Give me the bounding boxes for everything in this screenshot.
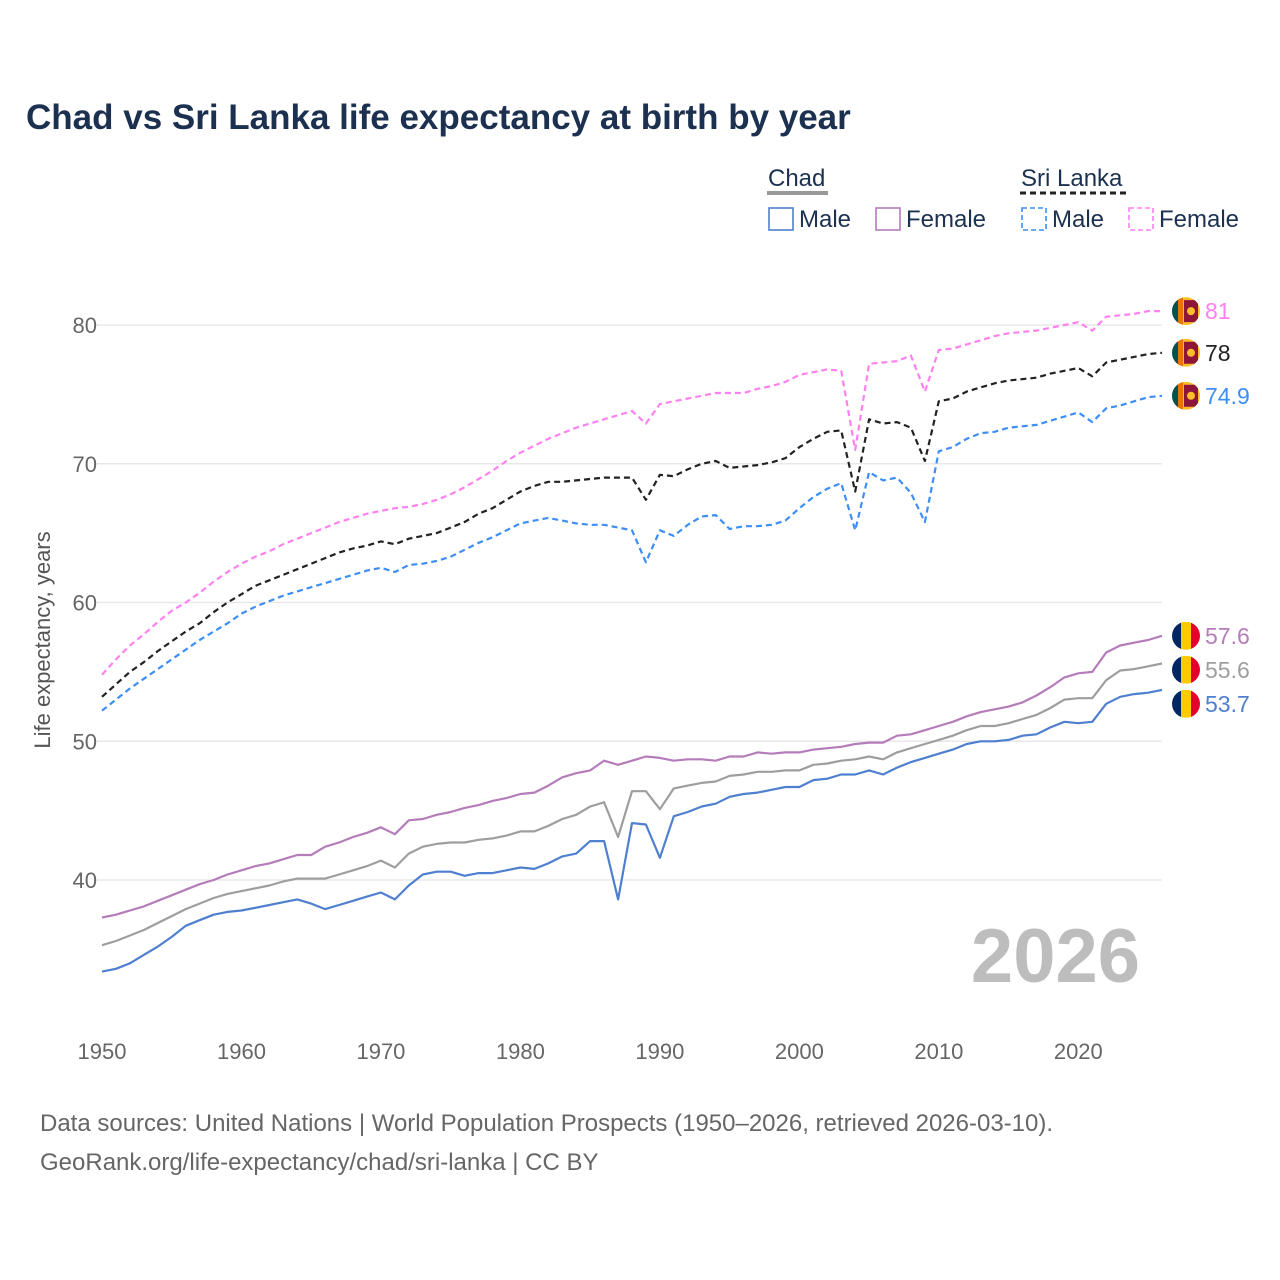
x-tick-label: 1990: [635, 1039, 684, 1064]
legend-sri-lanka-male[interactable]: Male: [1052, 206, 1104, 233]
legend-group-chad: Chad: [768, 165, 825, 192]
legend-sri-lanka-female[interactable]: Female: [1159, 206, 1239, 233]
series-line-sri-lanka-female: [101, 310, 1162, 676]
chart-title: Chad vs Sri Lanka life expectancy at bir…: [26, 98, 851, 137]
legend-group-sri-lanka: Sri Lanka: [1021, 165, 1123, 192]
y-axis-label: Life expectancy, years: [30, 531, 55, 748]
flag-icon-chad: [1172, 655, 1200, 684]
y-ticks: 40 50 60 70 80: [73, 313, 97, 893]
x-tick-label: 1960: [217, 1039, 266, 1064]
gridlines: [96, 324, 1162, 881]
footer-link[interactable]: GeoRank.org/life-expectancy/chad/sri-lan…: [40, 1149, 598, 1176]
end-label: 78: [1205, 340, 1231, 366]
year-watermark: 2026: [971, 914, 1140, 999]
series-line-sri-lanka-male: [101, 394, 1163, 712]
y-tick-label: 70: [73, 452, 97, 477]
legend-chad-female[interactable]: Female: [906, 206, 986, 233]
x-tick-label: 1950: [78, 1039, 127, 1064]
x-tick-label: 2000: [775, 1039, 824, 1064]
flag-icon-sri-lanka: [1172, 338, 1200, 367]
flag-icon-chad: [1172, 621, 1200, 650]
y-tick-label: 40: [73, 868, 97, 893]
y-tick-label: 50: [73, 729, 97, 754]
legend-sri-lanka-female-swatch: [1128, 207, 1154, 231]
end-label: 74.9: [1205, 383, 1250, 409]
end-label: 53.7: [1205, 691, 1250, 717]
end-label: 55.6: [1205, 657, 1250, 683]
x-tick-label: 2020: [1054, 1039, 1103, 1064]
y-tick-label: 80: [73, 313, 97, 338]
x-tick-label: 1980: [496, 1039, 545, 1064]
legend-chad-male[interactable]: Male: [799, 206, 851, 233]
x-tick-label: 1970: [356, 1039, 405, 1064]
series-line-chad-female: [101, 634, 1163, 919]
end-labels: 81 78 74.9 57.6 55.6 53.7: [1172, 297, 1250, 718]
legend: Chad Male Female Sri Lanka Male Female: [767, 165, 1239, 233]
x-tick-label: 2010: [914, 1039, 963, 1064]
y-tick-label: 60: [73, 591, 97, 616]
flag-icon-sri-lanka: [1172, 381, 1200, 410]
legend-chad-female-swatch: [875, 207, 901, 231]
flag-icon-sri-lanka: [1172, 297, 1200, 326]
x-ticks: 1950 1960 1970 1980 1990 2000 2010 2020: [78, 1039, 1103, 1064]
legend-chad-male-swatch: [768, 207, 794, 231]
series-line-chad-male: [101, 688, 1163, 973]
end-label: 81: [1205, 298, 1231, 324]
series-line-chad: [101, 662, 1163, 947]
flag-icon-chad: [1172, 689, 1200, 718]
series-line-sri-lanka: [101, 351, 1163, 698]
footer-sources: Data sources: United Nations | World Pop…: [40, 1110, 1053, 1137]
series-lines: [101, 310, 1163, 973]
legend-sri-lanka-male-swatch: [1021, 207, 1047, 231]
end-label: 57.6: [1205, 623, 1250, 649]
